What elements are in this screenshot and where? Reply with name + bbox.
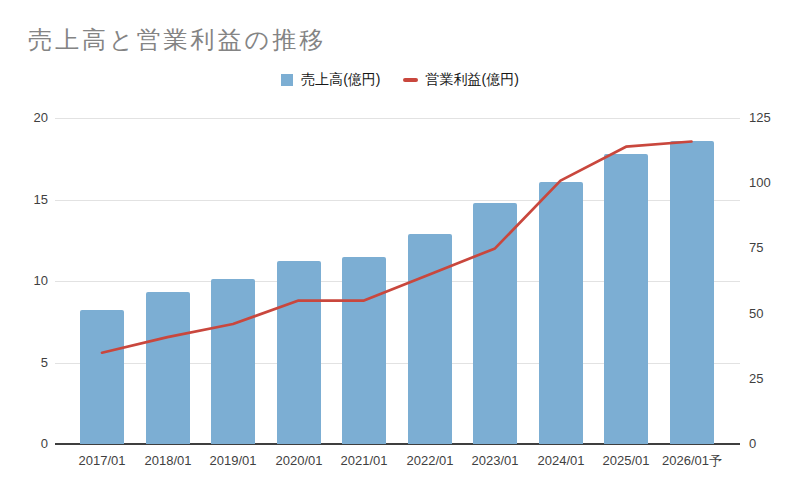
y-axis-left-tick-label: 20 [14,110,48,126]
chart-container: 売上高と営業利益の推移 売上高(億円) 営業利益(億円) 05101520025… [0,0,800,494]
profit-line-series [0,0,800,494]
y-axis-right-tick-label: 0 [749,436,793,452]
y-axis-left-tick-label: 15 [14,192,48,208]
y-axis-right-tick-label: 75 [749,240,793,256]
y-axis-left-tick-label: 10 [14,273,48,289]
y-axis-right-tick-label: 100 [749,175,793,191]
y-axis-right-tick-label: 50 [749,306,793,322]
profit-line [102,142,692,353]
combo-chart-plot-area: 0510152002550751001252017/012018/012019/… [0,0,800,494]
y-axis-left-tick-label: 5 [14,355,48,371]
x-axis-tick-label: 2026/01予 [647,453,737,469]
y-axis-right-tick-label: 25 [749,371,793,387]
y-axis-left-tick-label: 0 [14,436,48,452]
y-axis-right-tick-label: 125 [749,110,793,126]
